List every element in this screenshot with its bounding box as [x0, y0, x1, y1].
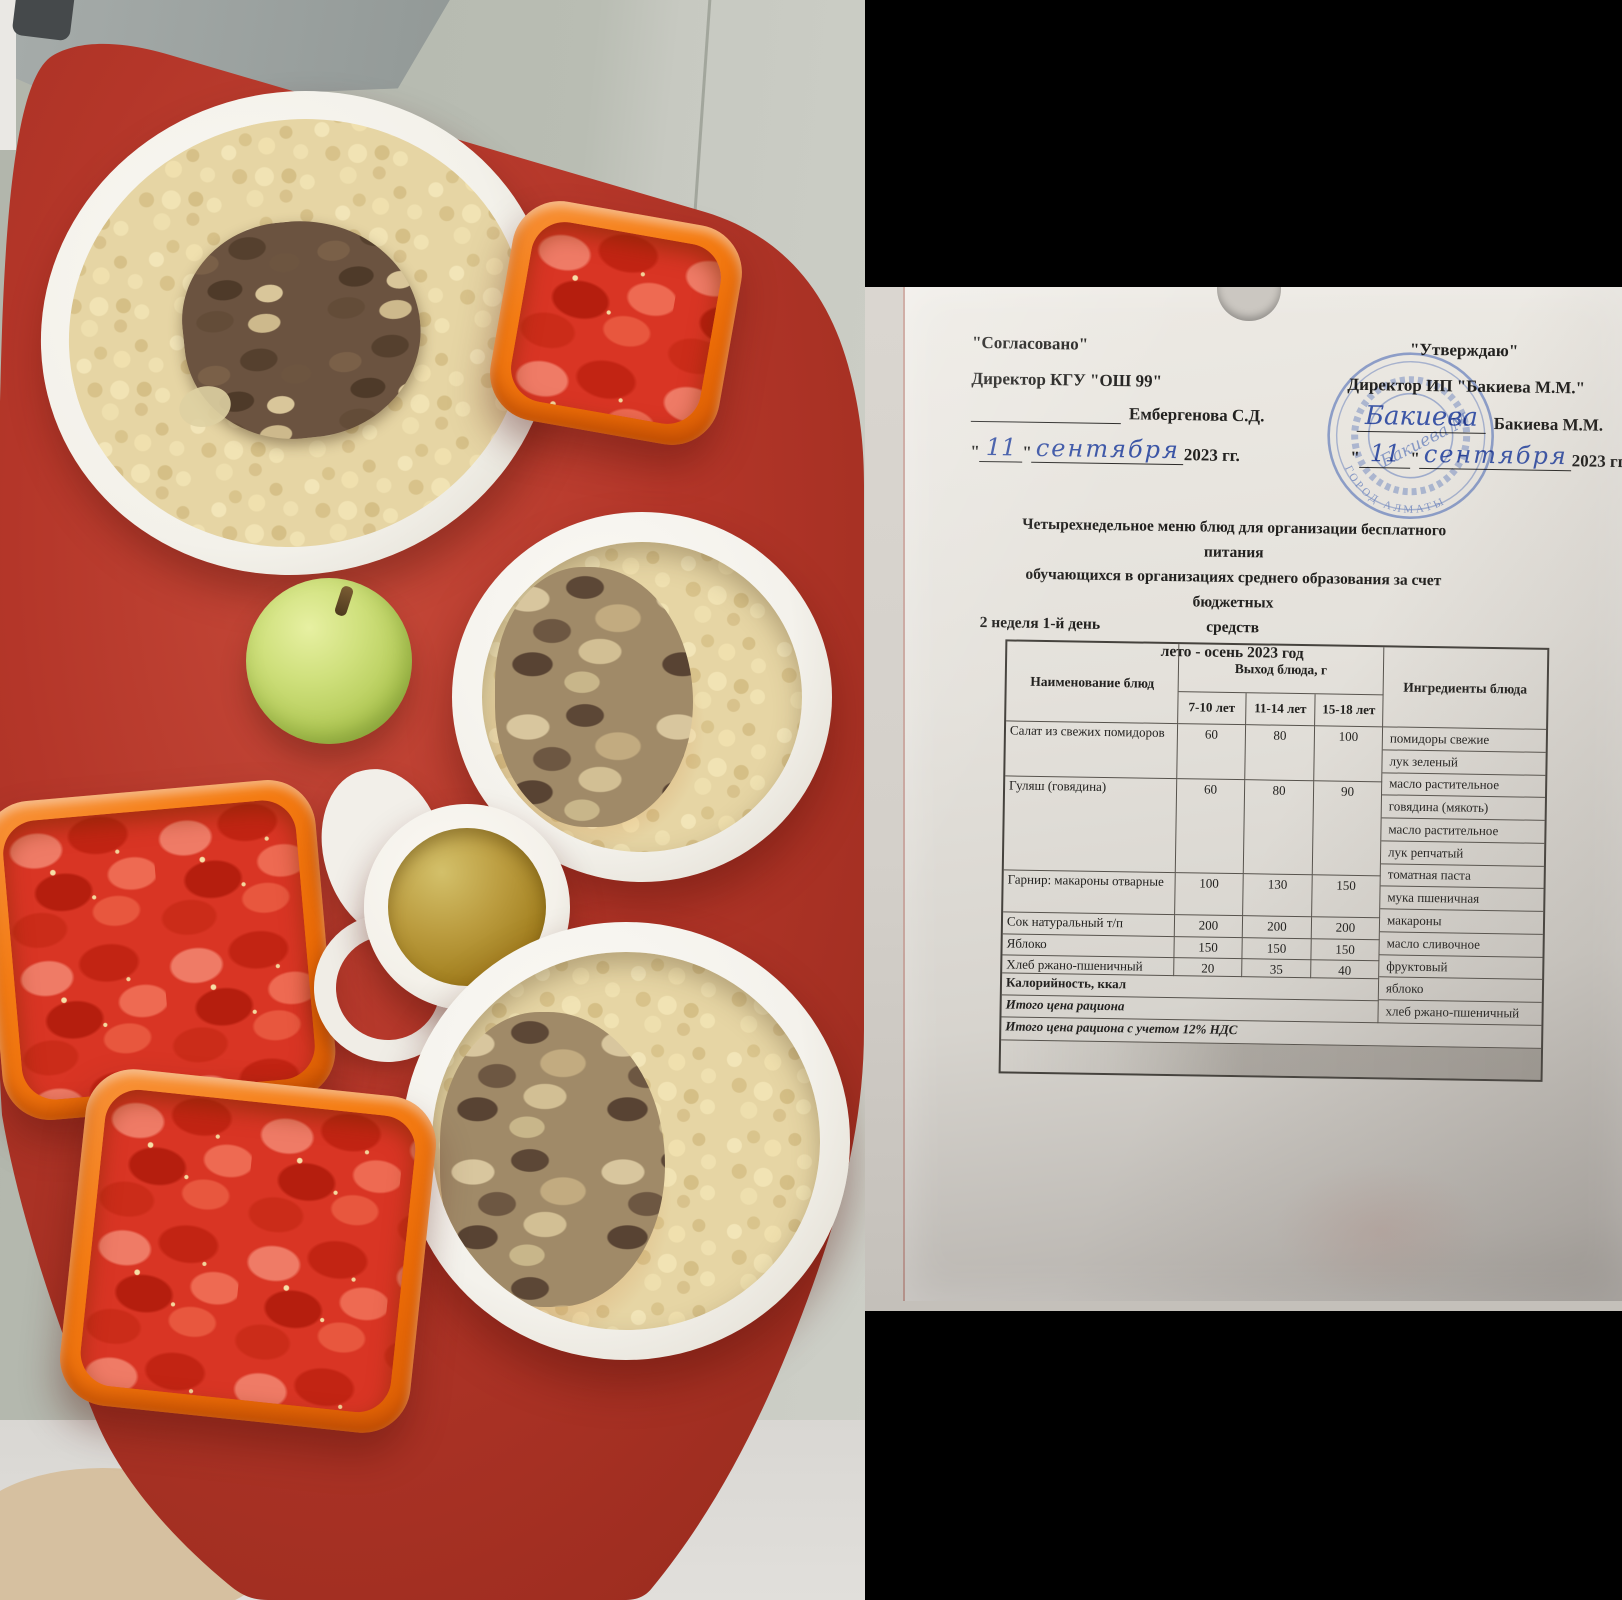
dish-value: 40 — [1311, 960, 1380, 980]
handwritten-month: сентября — [1031, 433, 1185, 466]
dish-value: 150 — [1312, 875, 1381, 919]
dish-value: 150 — [1311, 939, 1380, 962]
handwritten-day: 11 — [979, 432, 1023, 463]
ingredient: лук зеленый — [1382, 750, 1546, 776]
green-apple — [246, 578, 412, 744]
apple-stem — [333, 584, 355, 618]
menu-content: "Согласовано" Директор КГУ "ОШ 99" Ембер… — [895, 287, 1622, 1307]
signature-line — [970, 400, 1122, 425]
col-header-age-3: 15-18 лет — [1315, 694, 1384, 728]
ingredient: масло сливочное — [1379, 932, 1543, 958]
dish-name: Салат из свежих помидоров — [1005, 721, 1179, 780]
round-stamp: ГОРОД АЛМАТЫ Бакиева М — [1327, 352, 1494, 520]
title-line: Четырехнедельное меню блюд для организац… — [1022, 515, 1447, 562]
dish-value: 90 — [1312, 781, 1383, 877]
date-row-left: " 11 " сентября 2023 гг. — [970, 432, 1240, 466]
approved-left-title: "Согласовано" — [971, 332, 1089, 354]
dish-value: 60 — [1177, 724, 1247, 781]
dish-value: 80 — [1243, 780, 1315, 876]
ingredient: хлеб ржано-пшеничный — [1378, 1000, 1542, 1026]
ingredient: помидоры свежие — [1382, 727, 1547, 753]
typed-year: 2023 гг. — [1571, 451, 1622, 472]
pasta-fusilli — [432, 952, 820, 1330]
dish-name: Гуляш (говядина) — [1003, 776, 1178, 874]
goulash-pasta-bowl-bottom — [402, 922, 850, 1360]
ingredient: масло растительное — [1381, 772, 1546, 799]
pasta-fusilli — [482, 542, 802, 852]
ingredient: мука пшеничная — [1380, 886, 1544, 912]
menu-document-photo: "Согласовано" Директор КГУ "ОШ 99" Ембер… — [865, 287, 1622, 1311]
beef-goulash — [439, 1012, 665, 1308]
wall-sliver — [0, 0, 16, 150]
document-panel: "Согласовано" Директор КГУ "ОШ 99" Ембер… — [865, 0, 1622, 1600]
ingredient: томатная паста — [1380, 863, 1544, 890]
ingredient: лук репчатый — [1380, 841, 1545, 867]
col-header-age-1: 7-10 лет — [1178, 692, 1247, 726]
dish-value: 80 — [1245, 725, 1316, 782]
col-header-ingredients: Ингредиенты блюда — [1383, 647, 1548, 730]
ingredients-column: помидоры свежие лук зеленый масло растит… — [1378, 727, 1547, 1026]
ingredient: фруктовый — [1379, 954, 1543, 981]
ingredient: масло растительное — [1381, 818, 1545, 844]
goulash-pasta-bowl-middle — [452, 512, 832, 882]
dish-value: 200 — [1174, 915, 1244, 939]
lunch-tray-photo — [0, 0, 865, 1600]
signatory-left-name: Ембергенова С.Д. — [1128, 404, 1265, 426]
dish-value: 200 — [1311, 917, 1381, 941]
signatory-right-name: Бакиева М.М. — [1493, 414, 1604, 435]
dish-value: 200 — [1242, 916, 1313, 940]
tomato-salad — [505, 216, 727, 430]
ingredient: макароны — [1379, 909, 1544, 935]
tomato-salad-bowl-left — [0, 776, 340, 1124]
approved-left-role: Директор КГУ "ОШ 99" — [971, 368, 1163, 391]
tomato-salad — [77, 1086, 419, 1416]
ingredient: говядина (мякоть) — [1381, 795, 1545, 821]
dish-name: Яблоко — [1002, 934, 1175, 959]
col-header-age-2: 11-14 лет — [1246, 693, 1316, 727]
tomato-salad-bowl-top — [482, 193, 750, 453]
title-line: обучающихся в организациях среднего обра… — [1025, 565, 1442, 612]
dish-value: 150 — [1242, 938, 1312, 961]
menu-paper: "Согласовано" Директор КГУ "ОШ 99" Ембер… — [903, 287, 1622, 1301]
col-header-name: Наименование блюд — [1006, 641, 1180, 725]
col-header-output: Выход блюда, г — [1178, 644, 1385, 696]
dish-value: 130 — [1243, 874, 1313, 918]
ingredient: яблоко — [1378, 977, 1543, 1004]
dish-value: 100 — [1175, 873, 1244, 917]
tomato-salad-bowl-bottom-left — [55, 1064, 441, 1438]
quote-mark: " — [970, 441, 980, 461]
quote-mark: " — [1022, 442, 1032, 462]
dish-value: 60 — [1175, 779, 1246, 875]
tomato-salad — [0, 797, 318, 1103]
typed-year: 2023 гг. — [1183, 445, 1240, 466]
dish-value: 150 — [1174, 937, 1243, 960]
dish-value: 35 — [1242, 959, 1312, 979]
dish-name: Гарнир: макароны отварные — [1003, 870, 1176, 916]
dish-value: 100 — [1314, 726, 1384, 783]
week-day-subtitle: 2 неделя 1-й день — [979, 613, 1101, 633]
beef-goulash — [494, 566, 694, 828]
dish-value: 20 — [1174, 958, 1243, 978]
dish-name: Сок натуральный т/п — [1002, 912, 1176, 938]
menu-table: Наименование блюд Выход блюда, г 7-10 ле… — [998, 639, 1550, 1082]
signature-row-left: Ембергенова С.Д. — [970, 400, 1265, 427]
